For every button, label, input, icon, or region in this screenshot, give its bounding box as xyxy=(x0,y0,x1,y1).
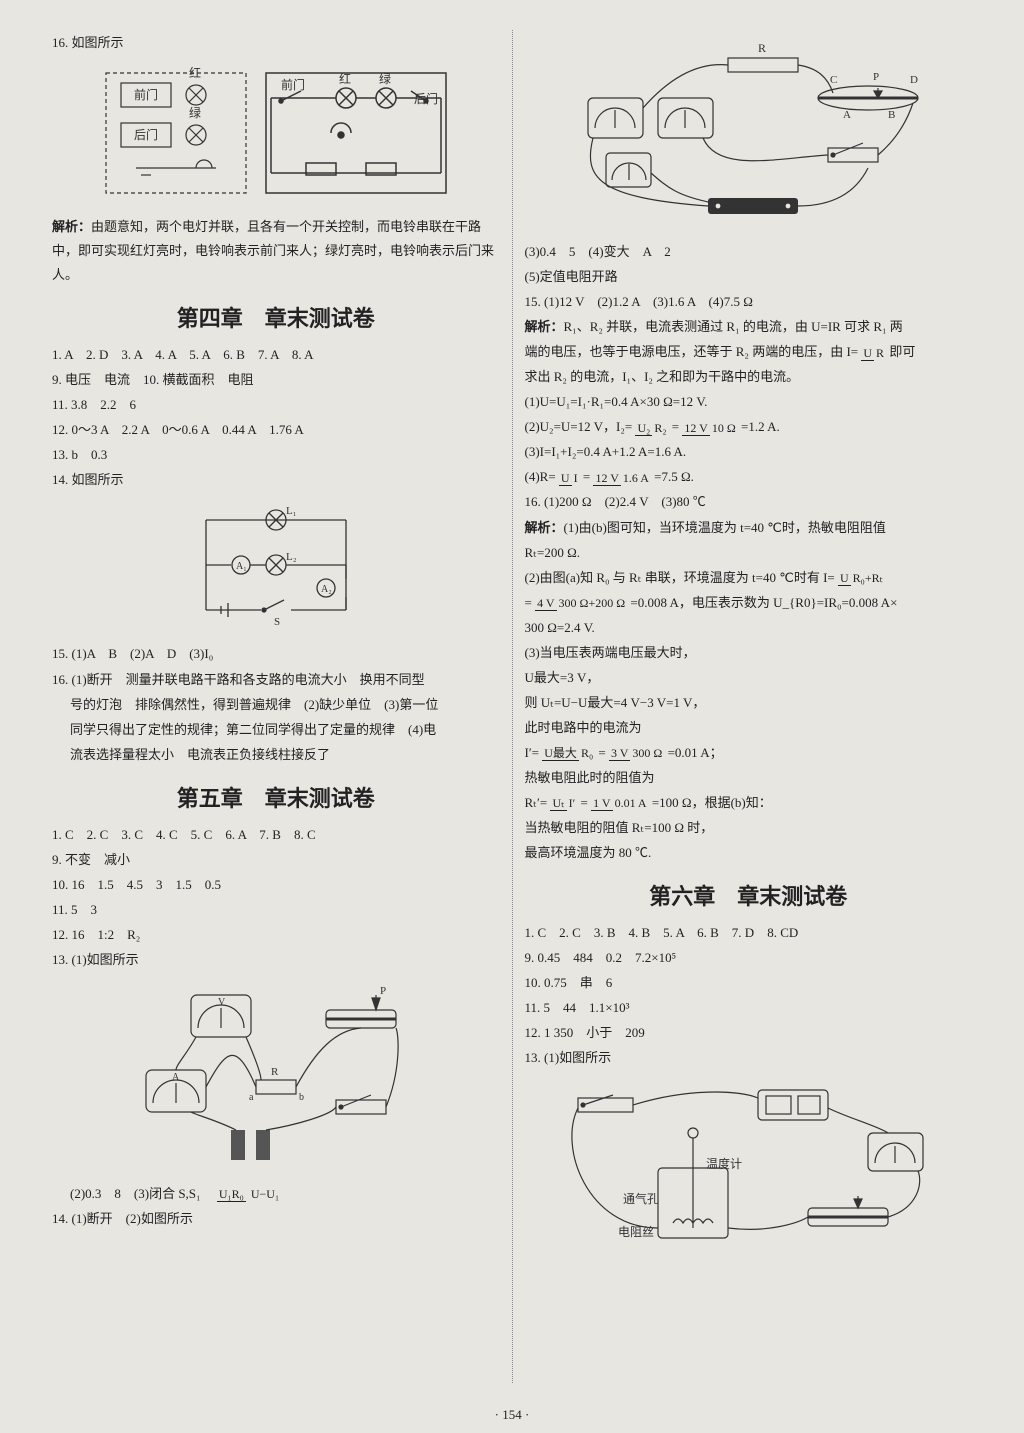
r-q16-exp3c: 300 Ω=2.4 V. xyxy=(525,616,973,640)
label-B: B xyxy=(888,109,895,121)
explain-label: 解析： xyxy=(52,219,91,234)
diagram-doorbell: 前门 红 后门 绿 前门 红 绿 xyxy=(52,63,500,207)
label-P: P xyxy=(380,985,386,997)
label-C: C xyxy=(830,74,837,86)
ch5-q13: 13. (1)如图所示 xyxy=(52,948,500,972)
r-q15-c4: (4)R= UI = 12 V1.6 A =7.5 Ω. xyxy=(525,465,973,489)
label-R: R xyxy=(271,1066,279,1078)
left-column: 16. 如图所示 前门 红 后门 绿 xyxy=(40,30,513,1383)
label-vent: 通气孔 xyxy=(623,1191,659,1206)
ch5-q13-2: (2)0.3 8 (3)闭合 S,S₁ U₁R₀ U−U₁ xyxy=(52,1182,500,1206)
r-q15-exp2: 端的电压，也等于电源电压，还等于 R₂ 两端的电压，由 I= UR 即可 xyxy=(525,340,973,364)
q16-explain: 解析：由题意知，两个电灯并联，且各有一个开关控制，而电铃串联在干路中，即可实现红… xyxy=(52,215,500,287)
label-front-door: 前门 xyxy=(134,87,158,102)
r-q16-exp11: 当热敏电阻的阻值 Rₜ=100 Ω 时， xyxy=(525,816,973,840)
ch4-q9: 9. 电压 电流 10. 横截面积 电阻 xyxy=(52,368,500,392)
label-green: 绿 xyxy=(189,105,201,120)
r-q16-exp3: = 4 V300 Ω+200 Ω =0.008 A，电压表示数为 U_{R0}=… xyxy=(525,591,973,615)
q16-header: 16. 如图所示 xyxy=(52,31,500,55)
ch5-q14: 14. (1)断开 (2)如图所示 xyxy=(52,1207,500,1231)
ch5-title: 第五章 章末测试卷 xyxy=(52,781,500,813)
ch5-q12: 12. 16 1:2 R₂ xyxy=(52,923,500,947)
r-q16-exp4: (3)当电压表两端电压最大时， xyxy=(525,641,973,665)
ch4-q16-2: 号的灯泡 排除偶然性，得到普遍规律 (2)缺少单位 (3)第一位 xyxy=(52,693,500,717)
r-q16-exp7: 此时电路中的电流为 xyxy=(525,716,973,740)
ch5-mc: 1. C 2. C 3. C 4. C 5. C 6. A 7. B 8. C xyxy=(52,823,500,847)
ch4-q15: 15. (1)A B (2)A D (3)I₀ xyxy=(52,642,500,666)
ch6-q11: 11. 5 44 1.1×10³ xyxy=(525,996,973,1020)
ch6-mc: 1. C 2. C 3. B 4. B 5. A 6. B 7. D 8. CD xyxy=(525,921,973,945)
r-q16-exp5: U最大=3 V， xyxy=(525,666,973,690)
ch5-q13-2a: (2)0.3 8 (3)闭合 S,S₁ xyxy=(70,1186,214,1201)
ch4-mc: 1. A 2. D 3. A 4. A 5. A 6. B 7. A 8. A xyxy=(52,343,500,367)
label-S: S xyxy=(274,616,280,628)
label-L2: L₂ xyxy=(286,551,297,563)
page-number: · 154 · xyxy=(0,1407,1024,1423)
explain-text: 由题意知，两个电灯并联，且各有一个开关控制，而电铃串联在干路中，即可实现红灯亮时… xyxy=(52,219,494,282)
diagram-rheostat: V A P R a b xyxy=(52,980,500,1174)
r-q16-exp8: I′= U最大R₀ = 3 V300 Ω =0.01 A； xyxy=(525,741,973,765)
label-V: V xyxy=(218,997,226,1008)
frac-u1r0: U₁R₀ U−U₁ xyxy=(217,1188,281,1201)
ch4-q13: 13. b 0.3 xyxy=(52,443,500,467)
ch6-title: 第六章 章末测试卷 xyxy=(525,879,973,911)
ch4-q12: 12. 0～3 A 2.2 A 0～0.6 A 0.44 A 1.76 A xyxy=(52,418,500,442)
r-q16: 16. (1)200 Ω (2)2.4 V (3)80 ℃ xyxy=(525,490,973,514)
label-front-2: 前门 xyxy=(281,77,305,92)
label-red-2: 红 xyxy=(339,71,351,86)
r-q15-c3: (3)I=I₁+I₂=0.4 A+1.2 A=1.6 A. xyxy=(525,440,973,464)
ch6-q12: 12. 1 350 小于 209 xyxy=(525,1021,973,1045)
label-b: b xyxy=(299,1092,304,1103)
label-L1: L₁ xyxy=(286,505,297,517)
ch6-q9: 9. 0.45 484 0.2 7.2×10⁵ xyxy=(525,946,973,970)
label-R-top: R xyxy=(758,41,766,55)
ch6-q10: 10. 0.75 串 6 xyxy=(525,971,973,995)
label-A: A xyxy=(172,1072,180,1083)
ch4-q16-1: 16. (1)断开 测量并联电路干路和各支路的电流大小 换用不同型 xyxy=(52,668,500,692)
r-q15: 15. (1)12 V (2)1.2 A (3)1.6 A (4)7.5 Ω xyxy=(525,290,973,314)
ch5-q9: 9. 不变 减小 xyxy=(52,848,500,872)
ch4-title: 第四章 章末测试卷 xyxy=(52,301,500,333)
label-P2: P xyxy=(873,71,879,83)
r-q16-exp1: 解析：(1)由(b)图可知，当环境温度为 t=40 ℃时，热敏电阻阻值 xyxy=(525,516,973,540)
r-q16-exp10: Rₜ′= UₜI′ = 1 V0.01 A =100 Ω，根据(b)知： xyxy=(525,791,973,815)
r-q16-exp12: 最高环境温度为 80 ℃. xyxy=(525,841,973,865)
label-a: a xyxy=(249,1092,254,1103)
r-q16-exp1b: Rₜ=200 Ω. xyxy=(525,541,973,565)
diagram-parallel-circuit: L₁ A₁ L₂ A₂ S xyxy=(52,500,500,634)
r-q15-c1: (1)U=U₁=I₁·R₁=0.4 A×30 Ω=12 V. xyxy=(525,390,973,414)
r-q16-exp9: 热敏电阻此时的阻值为 xyxy=(525,766,973,790)
r-q15-exp3: 求出 R₂ 的电流，I₁、I₂ 之和即为干路中的电流。 xyxy=(525,365,973,389)
ch5-q11: 11. 5 3 xyxy=(52,898,500,922)
ch4-q16-3: 同学只得出了定性的规律；第二位同学得出了定量的规律 (4)电 xyxy=(52,718,500,742)
ch4-q16-4: 流表选择量程太小 电流表正负接线柱接反了 xyxy=(52,743,500,767)
label-green-2: 绿 xyxy=(379,71,391,86)
right-column: R C P D A B xyxy=(513,30,985,1383)
label-A2: A₂ xyxy=(321,584,332,595)
ch4-q11: 11. 3.8 2.2 6 xyxy=(52,393,500,417)
label-red: 红 xyxy=(189,65,201,80)
label-D: D xyxy=(910,74,918,86)
ch5-q10: 10. 16 1.5 4.5 3 1.5 0.5 xyxy=(52,873,500,897)
r-q16-exp6: 则 Uₜ=U−U最大=4 V−3 V=1 V， xyxy=(525,691,973,715)
label-therm: 温度计 xyxy=(706,1156,742,1171)
label-back-door: 后门 xyxy=(134,127,158,142)
ch6-q13: 13. (1)如图所示 xyxy=(525,1046,973,1070)
r-line2: (5)定值电阻开路 xyxy=(525,265,973,289)
r-line1: (3)0.4 5 (4)变大 A 2 xyxy=(525,240,973,264)
diagram-slider-circuit: R C P D A B xyxy=(525,38,973,232)
diagram-calorimeter: 温度计 通气孔 电阻丝 xyxy=(525,1078,973,1262)
label-A4: A xyxy=(843,109,851,121)
ch4-q14: 14. 如图所示 xyxy=(52,468,500,492)
r-q15-exp: 解析：R₁、R₂ 并联，电流表测通过 R₁ 的电流，由 U=IR 可求 R₁ 两 xyxy=(525,315,973,339)
r-q15-c2: (2)U₂=U=12 V，I₂= U₂R₂ = 12 V10 Ω =1.2 A. xyxy=(525,415,973,439)
r-q16-exp2: (2)由图(a)知 R₀ 与 Rₜ 串联，环境温度为 t=40 ℃时有 I= U… xyxy=(525,566,973,590)
label-A1: A₁ xyxy=(236,561,247,572)
